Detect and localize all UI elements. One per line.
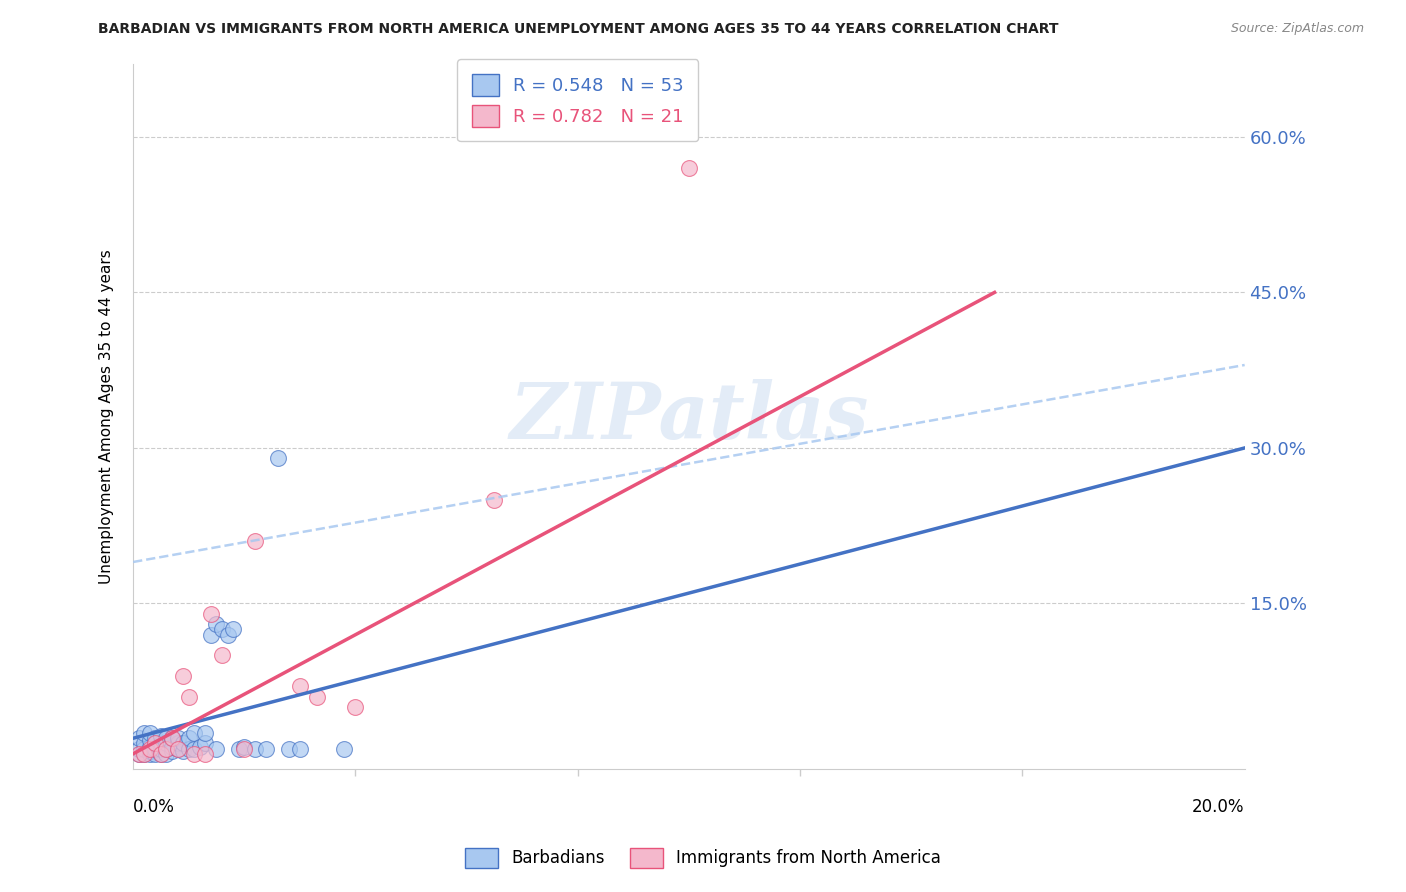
Point — [160, 744, 183, 758]
Point — [149, 729, 172, 743]
Point — [211, 623, 233, 637]
Text: Source: ZipAtlas.com: Source: ZipAtlas.com — [1230, 22, 1364, 36]
Point — [128, 747, 150, 761]
Point — [139, 739, 162, 754]
Point — [678, 161, 700, 175]
Point — [233, 739, 256, 754]
Point — [143, 736, 166, 750]
Point — [166, 731, 188, 746]
Point — [245, 534, 267, 549]
Text: 20.0%: 20.0% — [1192, 797, 1244, 815]
Point — [200, 627, 222, 641]
Point — [205, 617, 228, 632]
Point — [160, 731, 183, 746]
Point — [139, 741, 162, 756]
Point — [155, 741, 177, 756]
Point — [166, 741, 188, 756]
Point — [183, 726, 205, 740]
Legend: Barbadians, Immigrants from North America: Barbadians, Immigrants from North Americ… — [458, 841, 948, 875]
Point — [211, 648, 233, 663]
Point — [134, 747, 156, 761]
Point — [484, 492, 506, 507]
Point — [139, 744, 162, 758]
Point — [155, 747, 177, 761]
Point — [245, 741, 267, 756]
Point — [217, 627, 239, 641]
Point — [166, 741, 188, 756]
Point — [288, 680, 311, 694]
Point — [166, 736, 188, 750]
Point — [134, 736, 156, 750]
Point — [177, 731, 200, 746]
Point — [143, 747, 166, 761]
Point — [149, 741, 172, 756]
Point — [143, 736, 166, 750]
Point — [128, 747, 150, 761]
Point — [233, 741, 256, 756]
Point — [194, 726, 217, 740]
Point — [128, 731, 150, 746]
Text: ZIPatlas: ZIPatlas — [509, 378, 869, 455]
Point — [155, 731, 177, 746]
Point — [188, 739, 211, 754]
Point — [288, 741, 311, 756]
Point — [139, 733, 162, 747]
Text: 0.0%: 0.0% — [134, 797, 174, 815]
Point — [149, 736, 172, 750]
Point — [177, 690, 200, 704]
Point — [155, 736, 177, 750]
Point — [344, 700, 367, 714]
Y-axis label: Unemployment Among Ages 35 to 44 years: Unemployment Among Ages 35 to 44 years — [100, 250, 114, 584]
Point — [172, 669, 194, 683]
Legend: R = 0.548   N = 53, R = 0.782   N = 21: R = 0.548 N = 53, R = 0.782 N = 21 — [457, 59, 699, 141]
Point — [172, 744, 194, 758]
Point — [333, 741, 356, 756]
Point — [205, 741, 228, 756]
Point — [183, 741, 205, 756]
Point — [134, 747, 156, 761]
Point — [134, 726, 156, 740]
Point — [200, 607, 222, 621]
Point — [139, 726, 162, 740]
Point — [277, 741, 299, 756]
Point — [143, 731, 166, 746]
Point — [160, 731, 183, 746]
Point — [183, 747, 205, 761]
Point — [194, 747, 217, 761]
Point — [266, 451, 288, 466]
Point — [194, 736, 217, 750]
Point — [177, 741, 200, 756]
Point — [128, 741, 150, 756]
Text: BARBADIAN VS IMMIGRANTS FROM NORTH AMERICA UNEMPLOYMENT AMONG AGES 35 TO 44 YEAR: BARBADIAN VS IMMIGRANTS FROM NORTH AMERI… — [98, 22, 1059, 37]
Point — [305, 690, 328, 704]
Point — [139, 747, 162, 761]
Point — [155, 741, 177, 756]
Point — [222, 623, 245, 637]
Point — [228, 741, 250, 756]
Point — [134, 741, 156, 756]
Point — [160, 739, 183, 754]
Point — [143, 741, 166, 756]
Point — [149, 747, 172, 761]
Point — [256, 741, 278, 756]
Point — [172, 736, 194, 750]
Point — [149, 747, 172, 761]
